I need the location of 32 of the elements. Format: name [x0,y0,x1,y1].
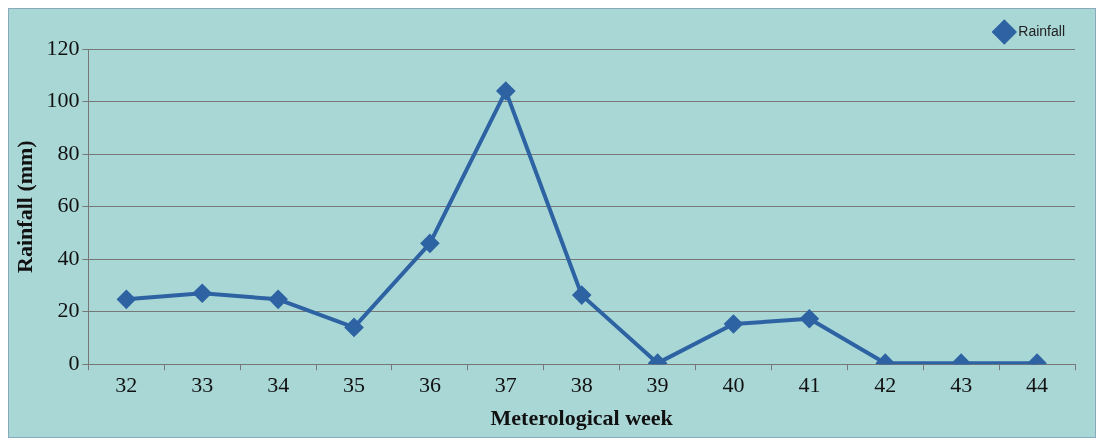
x-tick-label: 32 [115,372,138,398]
x-tick-label: 42 [874,372,897,398]
x-tick-label: 40 [722,372,745,398]
x-tick-label: 43 [950,372,973,398]
x-tick-label: 37 [494,372,517,398]
x-tick-label: 39 [646,372,669,398]
x-tick-label: 36 [418,372,441,398]
y-tick-label: 120 [46,34,80,60]
x-tick-label: 35 [343,372,366,398]
y-tick-label: 40 [57,244,80,270]
point [800,309,819,328]
point [345,318,364,337]
point [117,290,136,309]
x-axis-title: Meterological week [490,405,674,431]
point [193,284,212,303]
x-tick-label: 33 [191,372,214,398]
point [572,286,591,305]
x-tick-label: 41 [798,372,821,398]
point [420,234,439,253]
x-tick-label: 44 [1026,372,1049,398]
y-tick-label: 60 [57,192,80,218]
y-tick-label: 100 [46,87,80,113]
x-tick-label: 34 [267,372,290,398]
x-tick-label: 38 [570,372,593,398]
y-tick-label: 0 [68,349,80,375]
legend-label: Rainfall [1018,22,1066,39]
y-tick-label: 20 [57,297,80,323]
y-tick-label: 80 [57,139,80,165]
point [724,315,743,334]
y-axis-title: Rainfall (mm) [11,140,37,273]
point [496,82,515,101]
point [269,290,288,309]
